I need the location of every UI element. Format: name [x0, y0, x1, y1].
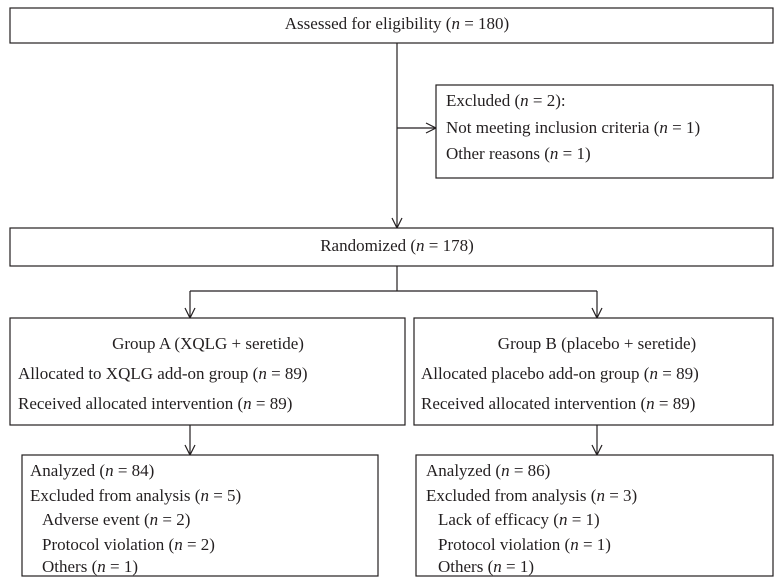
node-line: Others (n = 1): [438, 557, 534, 576]
node-line: Others (n = 1): [42, 557, 138, 576]
node: Group A (XQLG + seretide) Allocated to XQ…: [9, 317, 406, 426]
node-line: Adverse event (n = 2): [42, 510, 190, 529]
node-line: Protocol violation (n = 2): [42, 535, 215, 554]
node: Randomized (n = 178): [9, 227, 774, 267]
box: [415, 454, 774, 577]
node-line: Received allocated intervention (n = 89): [18, 394, 292, 413]
node-title: Analyzed (n = 84): [30, 461, 154, 480]
node-line: Allocated to XQLG add-on group (n = 89): [18, 364, 308, 383]
box: [413, 317, 774, 426]
box: [21, 454, 379, 577]
box: [9, 227, 774, 267]
node-line: Excluded from analysis (n = 3): [426, 486, 637, 505]
node-title: Group B (placebo + seretide): [498, 334, 696, 353]
node-line: Excluded from analysis (n = 5): [30, 486, 241, 505]
box: [435, 84, 774, 179]
node: Analyzed (n = 84) Excluded from analysis …: [21, 454, 379, 577]
box: [9, 7, 774, 44]
box: [9, 317, 406, 426]
node-line: Lack of efficacy (n = 1): [438, 510, 600, 529]
node-title: Assessed for eligibility (n = 180): [285, 14, 509, 33]
node-title: Analyzed (n = 86): [426, 461, 550, 480]
node-line: Received allocated intervention (n = 89): [421, 394, 695, 413]
node-title: Group A (XQLG + seretide): [112, 334, 304, 353]
node-line: Not meeting inclusion criteria (n = 1): [446, 118, 700, 137]
node: Group B (placebo + seretide) Allocated pl…: [413, 317, 774, 426]
node-line: Other reasons (n = 1): [446, 144, 591, 163]
node: Excluded (n = 2): Not meeting inclusion c…: [435, 84, 774, 179]
node-line: Allocated placebo add-on group (n = 89): [421, 364, 699, 383]
node: Assessed for eligibility (n = 180): [9, 7, 774, 44]
node: Analyzed (n = 86) Excluded from analysis …: [415, 454, 774, 577]
connectors: [190, 43, 597, 455]
node-title: Excluded (n = 2):: [446, 91, 566, 110]
node-title: Randomized (n = 178): [320, 236, 474, 255]
node-line: Protocol violation (n = 1): [438, 535, 611, 554]
